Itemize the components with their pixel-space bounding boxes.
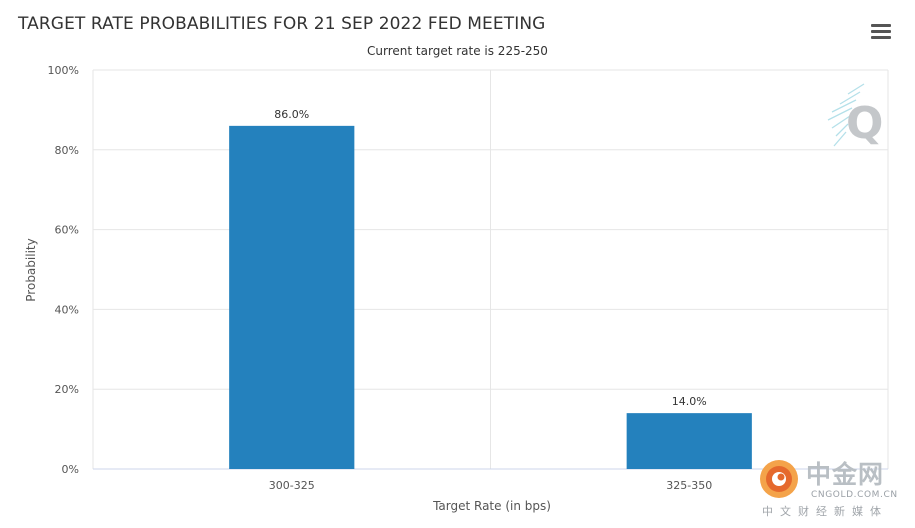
y-tick-label: 0% xyxy=(62,463,79,476)
bar-325-350[interactable] xyxy=(626,413,752,469)
bar-value-label: 86.0% xyxy=(274,108,309,121)
bars-layer xyxy=(229,125,752,470)
menu-line xyxy=(871,36,891,39)
cngold-brand-name: 中金网 xyxy=(806,460,885,489)
chart-menu-icon[interactable] xyxy=(871,24,891,40)
x-tick-label: 300-325 xyxy=(269,479,315,492)
quikstrike-q-logo-icon: Q xyxy=(827,83,883,149)
y-tick-label: 60% xyxy=(55,224,79,237)
grid-layer xyxy=(92,69,889,470)
y-tick-label: 80% xyxy=(55,144,79,157)
svg-text:Q: Q xyxy=(846,98,883,149)
chart-title: TARGET RATE PROBABILITIES FOR 21 SEP 202… xyxy=(18,14,546,34)
y-axis-title: Probability xyxy=(24,238,38,301)
y-tick-label: 40% xyxy=(55,303,79,316)
bar-value-label: 14.0% xyxy=(672,395,707,408)
menu-line xyxy=(871,24,891,27)
labels-layer: 0% 20% 40% 60% 80% 100% 86.0% 300-325 14.0% 325-3… xyxy=(48,64,713,492)
menu-line xyxy=(871,30,891,33)
y-tick-label: 100% xyxy=(48,64,79,77)
bar-300-325[interactable] xyxy=(229,125,355,470)
cngold-brand-tagline: 中文财经新媒体 xyxy=(762,505,888,518)
y-tick-label: 20% xyxy=(55,383,79,396)
chart-subtitle: Current target rate is 225-250 xyxy=(367,44,548,58)
cngold-brand-domain: CNGOLD.COM.CN xyxy=(811,490,898,500)
cngold-logo-icon xyxy=(760,460,798,498)
x-axis-title: Target Rate (in bps) xyxy=(432,499,551,513)
x-tick-label: 325-350 xyxy=(666,479,712,492)
